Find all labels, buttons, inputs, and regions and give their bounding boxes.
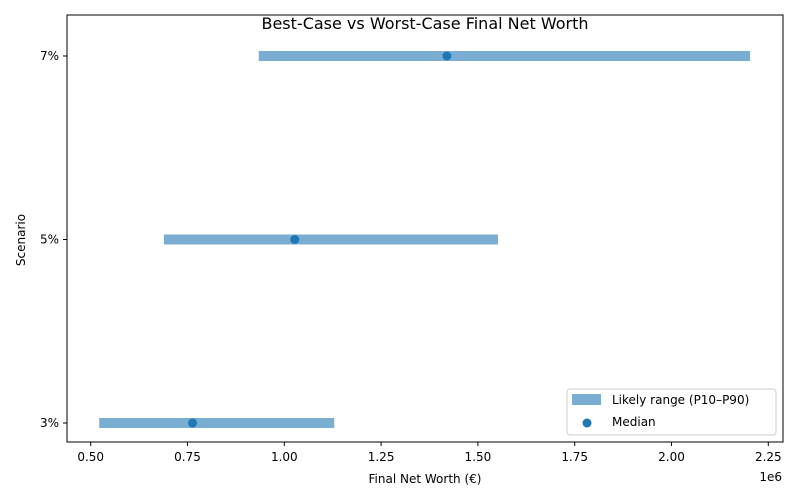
y-tick-label: 5% — [40, 233, 59, 247]
legend-median-label: Median — [612, 415, 656, 429]
x-tick-label: 0.50 — [77, 450, 104, 464]
x-tick-label: 1.75 — [561, 450, 588, 464]
range-bar-7% — [258, 51, 751, 61]
x-tick-label: 1.50 — [465, 450, 492, 464]
y-axis-label: Scenario — [14, 214, 28, 266]
chart-title: Best-Case vs Worst-Case Final Net Worth — [261, 14, 588, 33]
x-tick-label: 2.25 — [755, 450, 782, 464]
median-point-3% — [188, 418, 198, 428]
legend: Likely range (P10–P90) Median — [566, 388, 777, 436]
x-tick-label: 0.75 — [174, 450, 201, 464]
x-axis-label: Final Net Worth (€) — [369, 472, 482, 486]
y-tick-label: 3% — [40, 416, 59, 430]
legend-median-marker — [582, 418, 592, 428]
legend-box — [566, 388, 777, 436]
legend-range-swatch — [572, 394, 601, 405]
range-bar-3% — [99, 418, 335, 428]
x-tick-label: 1.00 — [271, 450, 298, 464]
median-point-7% — [442, 51, 452, 61]
x-offset-label: 1e6 — [759, 470, 782, 484]
y-tick-label: 7% — [40, 49, 59, 63]
x-tick-label: 2.00 — [658, 450, 685, 464]
range-bar-5% — [163, 234, 499, 245]
legend-range-label: Likely range (P10–P90) — [612, 393, 749, 407]
median-point-5% — [290, 235, 300, 244]
x-tick-label: 1.25 — [368, 450, 395, 464]
plot-frame — [66, 14, 784, 443]
